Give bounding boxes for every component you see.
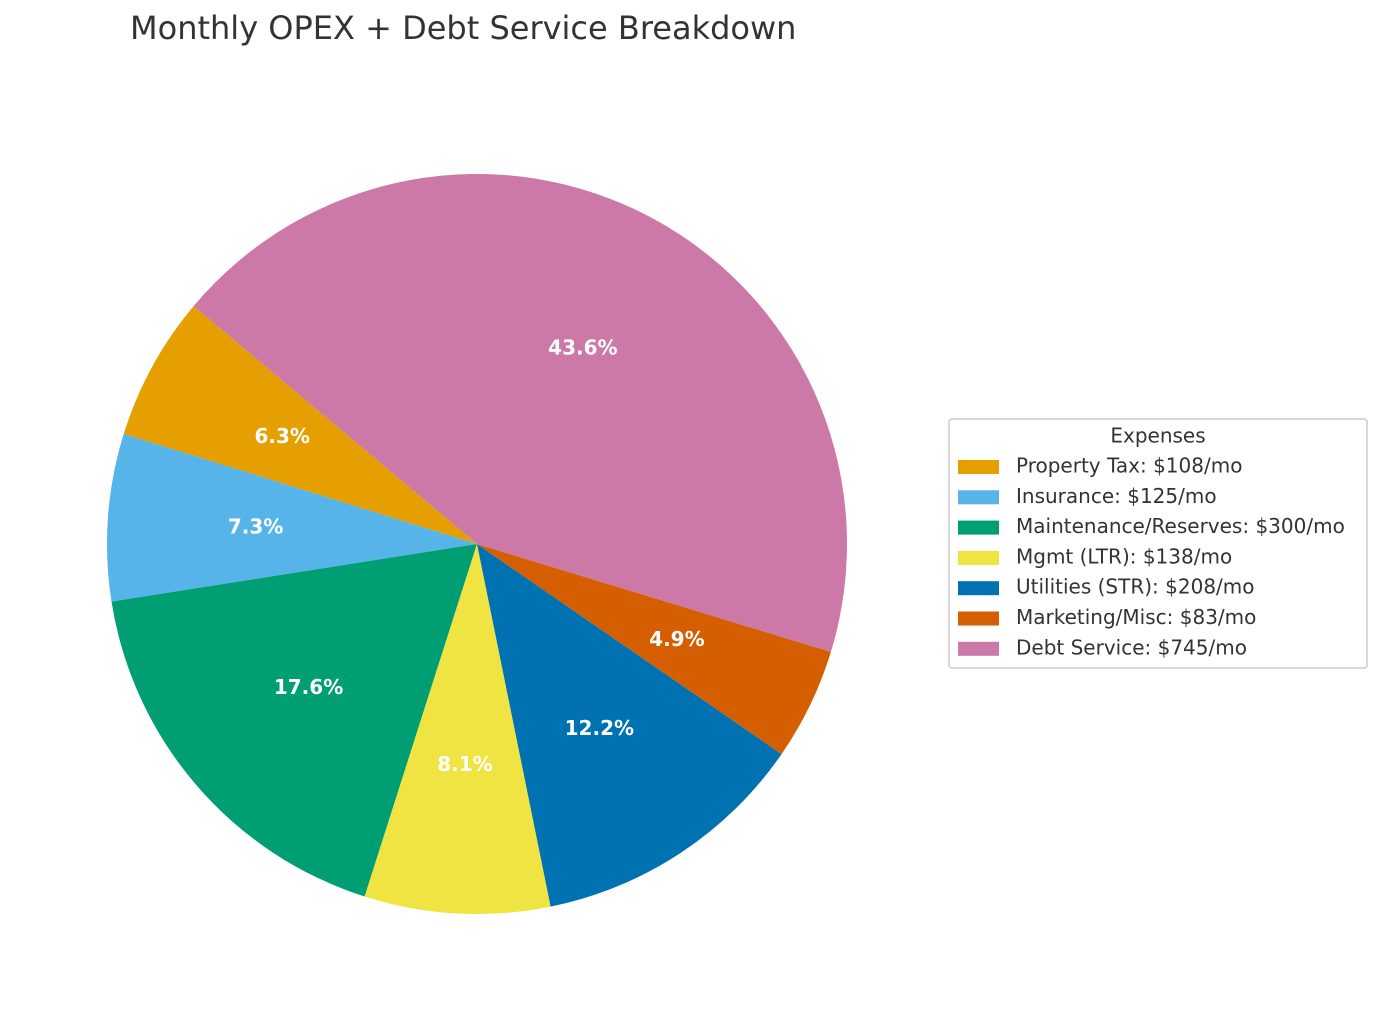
legend-box bbox=[948, 418, 1368, 669]
legend-title: Expenses bbox=[1110, 424, 1205, 448]
legend-label: Utilities (STR): $208/mo bbox=[1016, 575, 1255, 599]
legend-label: Property Tax: $108/mo bbox=[1016, 454, 1242, 478]
chart-title: Monthly OPEX + Debt Service Breakdown bbox=[130, 9, 796, 47]
legend-swatch bbox=[958, 550, 999, 565]
pie-slice bbox=[364, 544, 551, 915]
value-label: 6.3% bbox=[254, 424, 309, 448]
legend-label: Mgmt (LTR): $138/mo bbox=[1016, 544, 1232, 568]
legend-swatch bbox=[958, 641, 999, 656]
value-label: 17.6% bbox=[274, 675, 343, 699]
pie-slice bbox=[477, 544, 782, 907]
value-label: 4.9% bbox=[649, 627, 704, 651]
pie-slice bbox=[477, 544, 831, 755]
pie-slice bbox=[123, 306, 478, 544]
value-label: 43.6% bbox=[548, 335, 617, 359]
legend-label: Insurance: $125/mo bbox=[1016, 484, 1217, 508]
legend-swatch bbox=[958, 460, 999, 474]
pie-slice bbox=[106, 433, 477, 602]
pie-slice bbox=[111, 544, 478, 897]
value-label: 12.2% bbox=[565, 716, 634, 740]
legend-label: Debt Service: $745/mo bbox=[1016, 635, 1247, 659]
legend-swatch bbox=[958, 520, 999, 535]
pie-slice bbox=[193, 173, 848, 652]
legend-swatch bbox=[958, 611, 999, 626]
legend-swatch bbox=[958, 490, 999, 505]
legend-label: Maintenance/Reserves: $300/mo bbox=[1016, 514, 1345, 538]
value-label: 7.3% bbox=[228, 514, 283, 538]
value-label: 8.1% bbox=[437, 752, 492, 776]
legend-label: Marketing/Misc: $83/mo bbox=[1016, 605, 1256, 629]
legend-swatch bbox=[958, 581, 999, 596]
